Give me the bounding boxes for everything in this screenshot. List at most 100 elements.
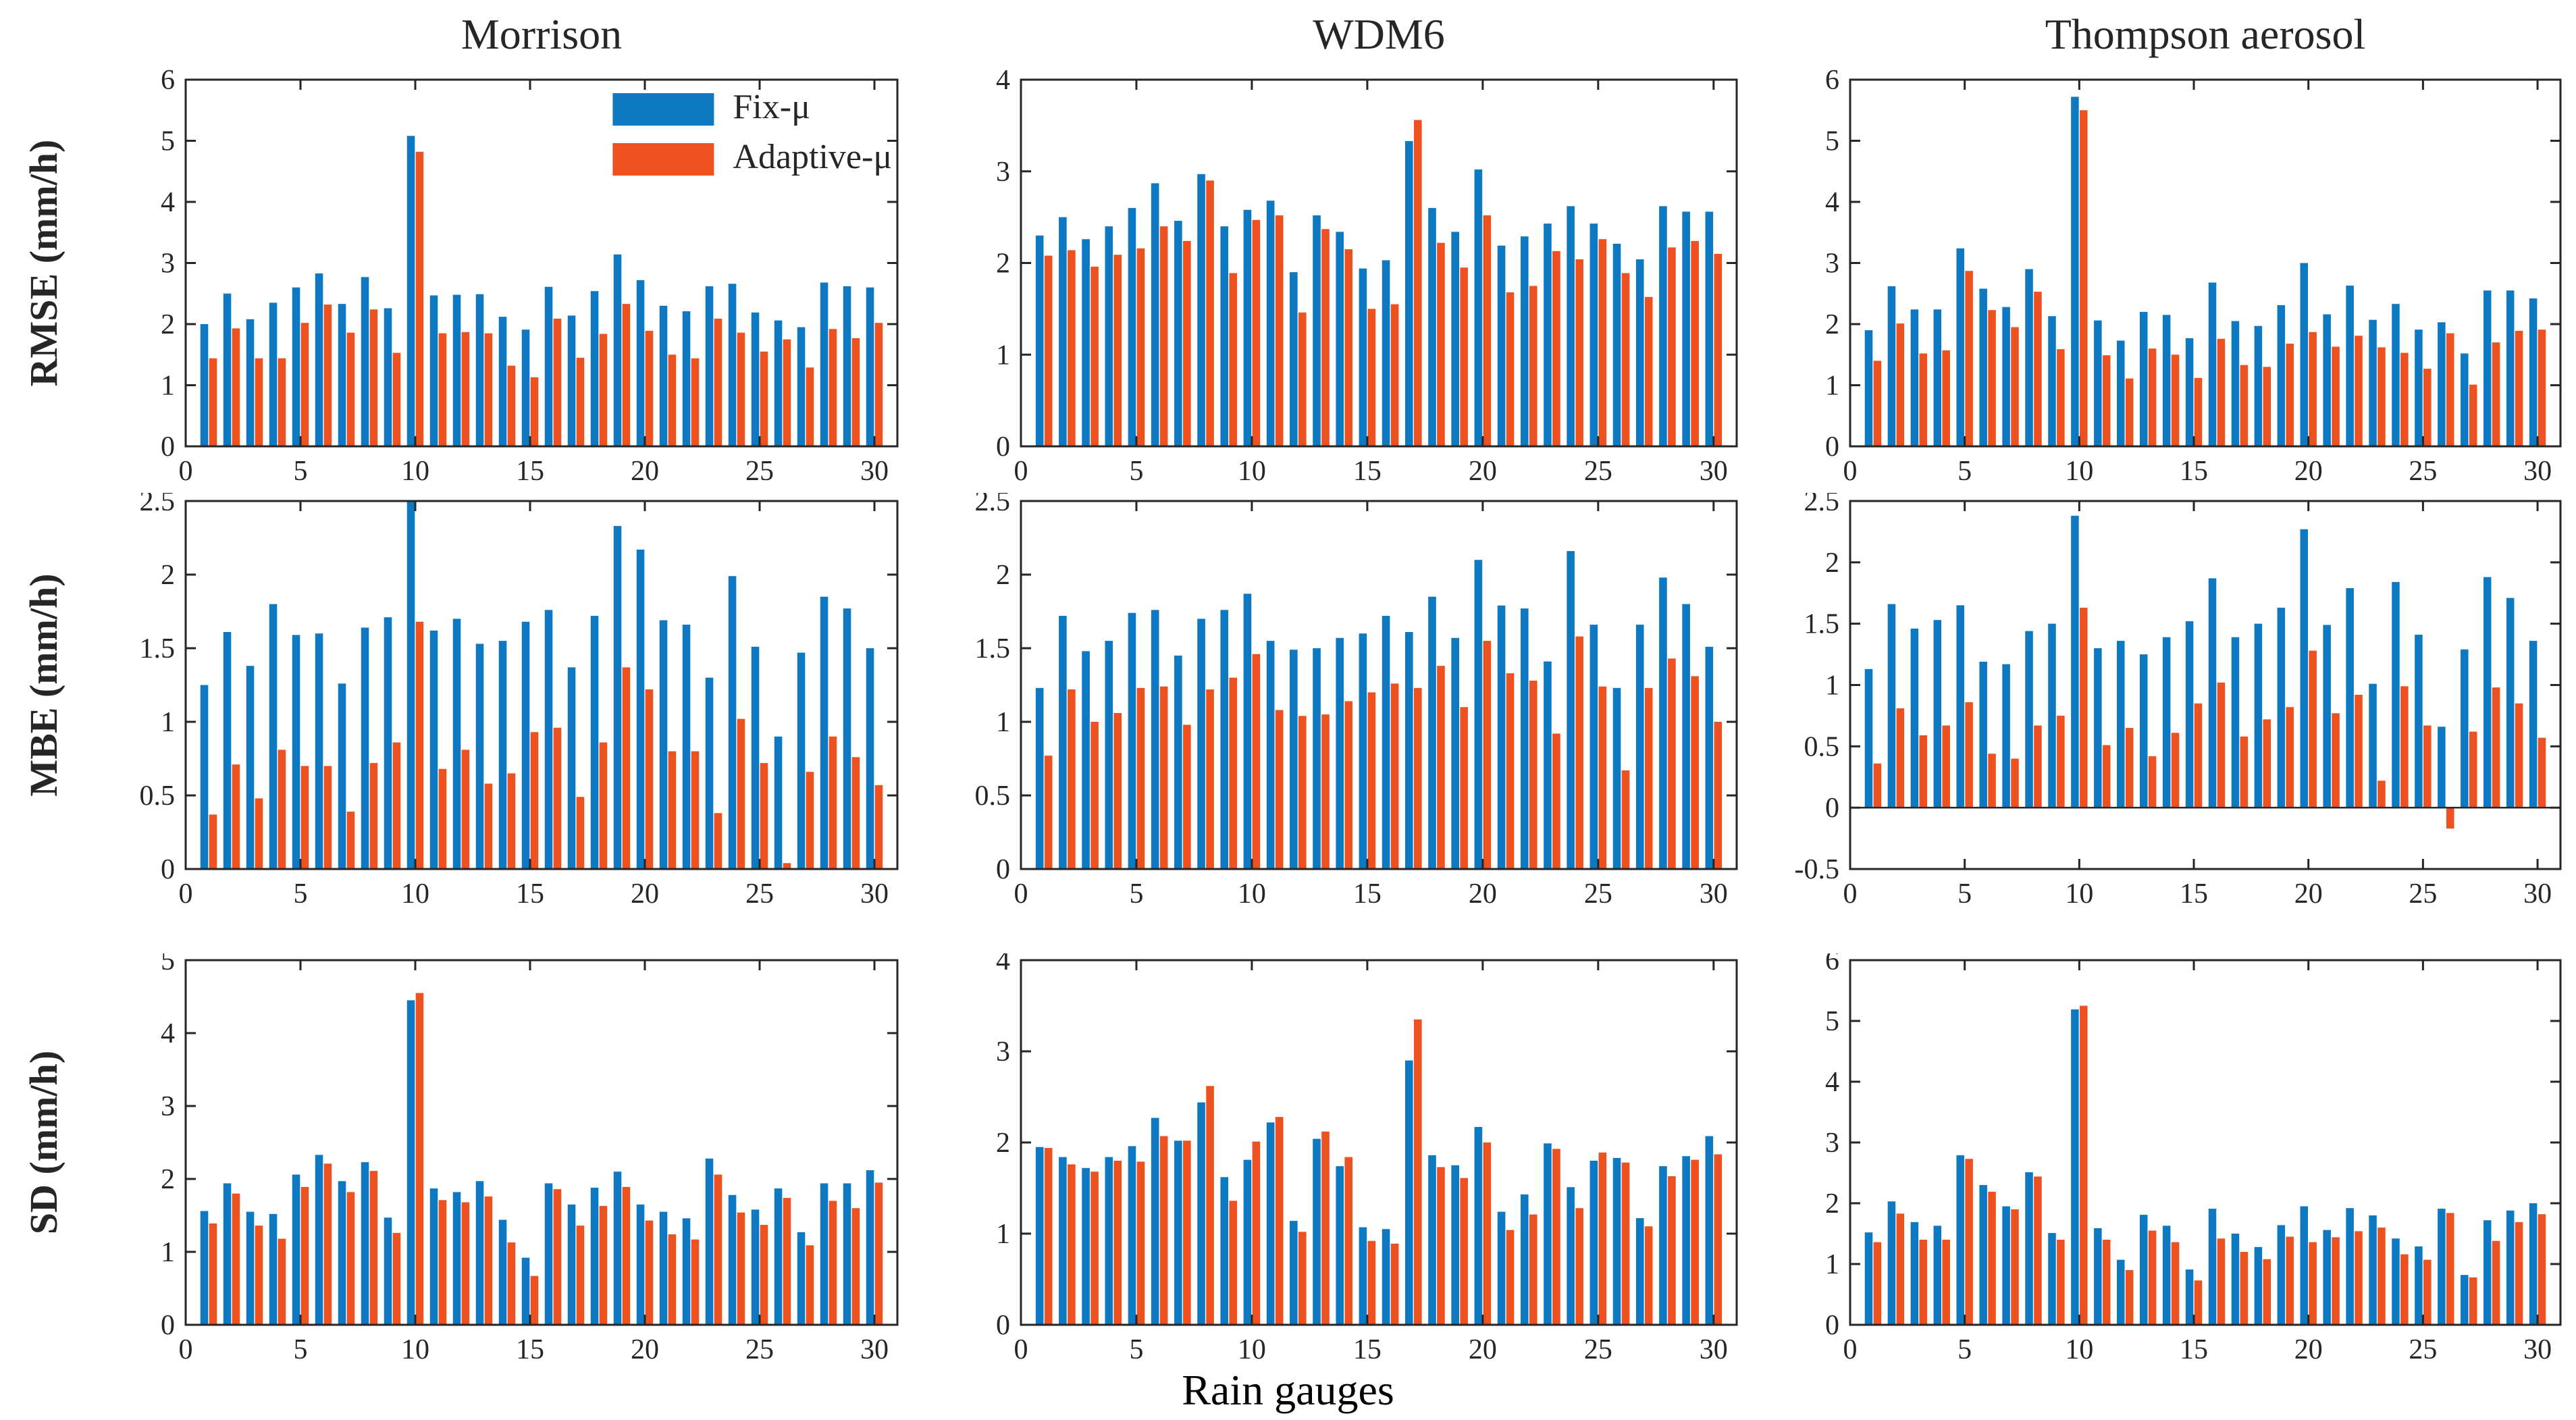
panel-morrison-mbe: 0 5 10 15 20 25 30 0 0.5 1 1.5 2 2.5 MBE (mm/h) xyxy=(14,486,908,939)
svg-text:20: 20 xyxy=(2294,1334,2323,1365)
svg-text:5: 5 xyxy=(1957,456,1972,481)
svg-text:20: 20 xyxy=(631,1334,659,1365)
svg-text:3: 3 xyxy=(996,1036,1010,1068)
svg-text:1.5: 1.5 xyxy=(975,633,1011,664)
svg-text:0: 0 xyxy=(996,431,1010,463)
svg-text:2.5: 2.5 xyxy=(1804,493,1840,517)
svg-text:1.5: 1.5 xyxy=(140,633,176,664)
x-axis-label: Rain gauges xyxy=(1182,1366,1394,1414)
svg-text:2: 2 xyxy=(1825,1188,1839,1219)
svg-text:WDM6: WDM6 xyxy=(1313,10,1445,58)
svg-text:2: 2 xyxy=(1825,309,1839,340)
svg-text:15: 15 xyxy=(2180,1334,2208,1365)
svg-text:10: 10 xyxy=(401,878,429,910)
svg-text:1: 1 xyxy=(996,707,1010,738)
panel-thompson-rmse: 0 5 10 15 20 25 30 0 1 2 3 4 5 6 Thompson aerosol xyxy=(1754,4,2573,487)
svg-text:0.5: 0.5 xyxy=(1804,731,1840,762)
svg-text:1: 1 xyxy=(161,1237,175,1268)
svg-text:10: 10 xyxy=(401,1334,429,1365)
svg-text:0: 0 xyxy=(179,878,193,910)
svg-text:15: 15 xyxy=(1353,1334,1382,1365)
svg-text:1: 1 xyxy=(1825,670,1839,702)
svg-text:6: 6 xyxy=(161,65,175,96)
svg-text:0: 0 xyxy=(1014,456,1028,481)
svg-text:30: 30 xyxy=(860,878,889,910)
svg-text:20: 20 xyxy=(1469,456,1497,481)
svg-text:25: 25 xyxy=(745,878,774,910)
svg-text:10: 10 xyxy=(401,456,429,481)
svg-text:15: 15 xyxy=(2180,456,2208,481)
svg-text:25: 25 xyxy=(745,456,774,481)
svg-text:4: 4 xyxy=(996,953,1010,976)
svg-text:25: 25 xyxy=(2409,878,2437,910)
svg-text:0: 0 xyxy=(1825,1310,1839,1341)
svg-text:0: 0 xyxy=(179,456,193,481)
svg-text:Fix-μ: Fix-μ xyxy=(733,88,810,126)
svg-text:6: 6 xyxy=(1825,65,1839,96)
svg-text:0: 0 xyxy=(161,431,175,463)
svg-text:Adaptive-μ: Adaptive-μ xyxy=(733,138,892,176)
svg-text:30: 30 xyxy=(1700,878,1728,910)
svg-text:0: 0 xyxy=(161,854,175,885)
svg-text:30: 30 xyxy=(860,1334,889,1365)
svg-text:0: 0 xyxy=(996,1310,1010,1341)
svg-text:5: 5 xyxy=(1957,1334,1972,1365)
svg-text:15: 15 xyxy=(2180,878,2208,910)
svg-text:30: 30 xyxy=(1700,1334,1728,1365)
panel-morrison-sd: 0 5 10 15 20 25 30 0 1 2 3 4 5 SD (mm/h) xyxy=(14,945,908,1392)
svg-text:15: 15 xyxy=(1353,456,1382,481)
svg-text:3: 3 xyxy=(161,1091,175,1122)
svg-text:2.5: 2.5 xyxy=(975,493,1011,517)
svg-text:20: 20 xyxy=(631,878,659,910)
panel-wdm6-rmse: 0 5 10 15 20 25 30 0 1 2 3 4 WDM6 xyxy=(918,4,1750,487)
svg-text:2: 2 xyxy=(161,1164,175,1195)
chart-morrison-mbe: 0 5 10 15 20 25 30 0 0.5 1 1.5 2 2.5 MBE (mm/h) xyxy=(22,486,899,910)
svg-text:Thompson aerosol: Thompson aerosol xyxy=(2045,10,2366,58)
svg-text:5: 5 xyxy=(1129,878,1143,910)
panel-thompson-sd: 0 5 10 15 20 25 30 0 1 2 3 4 5 6 xyxy=(1754,945,2573,1392)
svg-text:4: 4 xyxy=(1825,187,1839,218)
chart-morrison-sd: 0 5 10 15 20 25 30 0 1 2 3 4 5 SD (mm/h) xyxy=(22,945,899,1365)
svg-text:1: 1 xyxy=(161,371,175,402)
svg-text:20: 20 xyxy=(631,456,659,481)
svg-text:10: 10 xyxy=(1238,456,1266,481)
svg-text:30: 30 xyxy=(1700,456,1728,481)
svg-text:0: 0 xyxy=(1825,793,1839,824)
svg-text:5: 5 xyxy=(161,953,175,976)
svg-text:20: 20 xyxy=(1469,878,1497,910)
svg-text:1: 1 xyxy=(996,340,1010,371)
svg-text:25: 25 xyxy=(2409,456,2437,481)
svg-text:15: 15 xyxy=(516,1334,544,1365)
svg-text:3: 3 xyxy=(161,248,175,280)
svg-text:Morrison: Morrison xyxy=(461,10,622,58)
panel-morrison-rmse: 0 5 10 15 20 25 30 0 1 2 3 4 5 6 Morrison RMSE (mm/h) Fi… xyxy=(14,4,908,487)
svg-text:25: 25 xyxy=(1584,1334,1612,1365)
svg-text:0: 0 xyxy=(1843,878,1858,910)
svg-text:4: 4 xyxy=(161,187,175,218)
svg-text:0: 0 xyxy=(1014,878,1028,910)
chart-wdm6-sd: 0 5 10 15 20 25 30 0 1 2 3 4 xyxy=(996,945,1738,1365)
svg-text:0: 0 xyxy=(179,1334,193,1365)
svg-text:30: 30 xyxy=(2523,1334,2552,1365)
svg-text:25: 25 xyxy=(2409,1334,2437,1365)
chart-wdm6-rmse: 0 5 10 15 20 25 30 0 1 2 3 4 WDM6 xyxy=(996,10,1738,487)
svg-text:25: 25 xyxy=(1584,456,1612,481)
svg-text:5: 5 xyxy=(161,126,175,157)
svg-text:2: 2 xyxy=(161,309,175,340)
svg-text:1.5: 1.5 xyxy=(1804,609,1840,640)
svg-text:1: 1 xyxy=(161,707,175,738)
svg-text:25: 25 xyxy=(1584,878,1612,910)
svg-text:2.5: 2.5 xyxy=(140,493,176,517)
svg-text:1: 1 xyxy=(1825,371,1839,402)
svg-text:0: 0 xyxy=(1843,1334,1858,1365)
chart-thompson-sd: 0 5 10 15 20 25 30 0 1 2 3 4 5 6 xyxy=(1825,945,2562,1365)
svg-text:3: 3 xyxy=(996,157,1010,188)
svg-text:SD (mm/h): SD (mm/h) xyxy=(22,1051,65,1234)
svg-text:3: 3 xyxy=(1825,248,1839,280)
svg-text:5: 5 xyxy=(1129,456,1143,481)
svg-text:10: 10 xyxy=(1238,878,1266,910)
svg-text:20: 20 xyxy=(1469,1334,1497,1365)
svg-text:3: 3 xyxy=(1825,1128,1839,1159)
svg-text:30: 30 xyxy=(2523,456,2552,481)
